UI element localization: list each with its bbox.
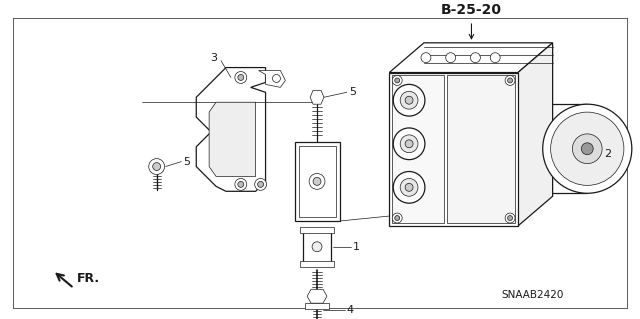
Circle shape — [392, 213, 402, 223]
Circle shape — [421, 53, 431, 63]
Circle shape — [405, 96, 413, 104]
Circle shape — [235, 71, 247, 83]
Circle shape — [400, 91, 418, 109]
Circle shape — [400, 178, 418, 196]
Circle shape — [395, 216, 400, 220]
Circle shape — [153, 163, 161, 171]
Circle shape — [392, 76, 402, 85]
Bar — [447, 76, 515, 223]
Circle shape — [581, 143, 593, 155]
Circle shape — [393, 128, 425, 160]
Circle shape — [273, 75, 280, 82]
Circle shape — [508, 216, 513, 220]
Bar — [303, 231, 331, 263]
Polygon shape — [259, 70, 285, 87]
Bar — [300, 146, 336, 217]
Circle shape — [405, 183, 413, 191]
Text: 3: 3 — [211, 53, 218, 63]
Polygon shape — [518, 43, 552, 226]
Circle shape — [400, 135, 418, 153]
Circle shape — [393, 172, 425, 203]
Text: 4: 4 — [347, 305, 354, 315]
Text: 5: 5 — [184, 157, 190, 167]
Polygon shape — [389, 43, 552, 72]
Bar — [295, 142, 340, 221]
Circle shape — [255, 178, 266, 190]
Circle shape — [393, 85, 425, 116]
Circle shape — [505, 76, 515, 85]
Text: 5: 5 — [349, 87, 356, 97]
Bar — [392, 76, 444, 223]
Bar — [305, 303, 329, 309]
Text: 2: 2 — [604, 149, 611, 159]
Circle shape — [148, 159, 164, 174]
Text: 1: 1 — [353, 242, 360, 252]
Polygon shape — [307, 289, 327, 303]
Text: B-25-20: B-25-20 — [441, 3, 502, 17]
Circle shape — [312, 242, 322, 252]
Circle shape — [238, 182, 244, 187]
Circle shape — [238, 75, 244, 80]
Polygon shape — [310, 90, 324, 104]
Bar — [389, 72, 518, 226]
Circle shape — [395, 78, 400, 83]
Polygon shape — [196, 68, 266, 191]
Circle shape — [313, 177, 321, 185]
Circle shape — [572, 134, 602, 164]
Circle shape — [505, 213, 515, 223]
Circle shape — [470, 53, 481, 63]
Circle shape — [543, 104, 632, 193]
Circle shape — [445, 53, 456, 63]
Bar — [300, 227, 334, 233]
Text: FR.: FR. — [77, 272, 100, 285]
Circle shape — [235, 178, 247, 190]
Circle shape — [550, 112, 624, 185]
Circle shape — [309, 174, 325, 189]
Text: SNAAB2420: SNAAB2420 — [502, 290, 564, 300]
Circle shape — [508, 78, 513, 83]
Circle shape — [405, 140, 413, 148]
Bar — [300, 261, 334, 267]
Circle shape — [490, 53, 500, 63]
Polygon shape — [209, 102, 255, 176]
Circle shape — [258, 182, 264, 187]
